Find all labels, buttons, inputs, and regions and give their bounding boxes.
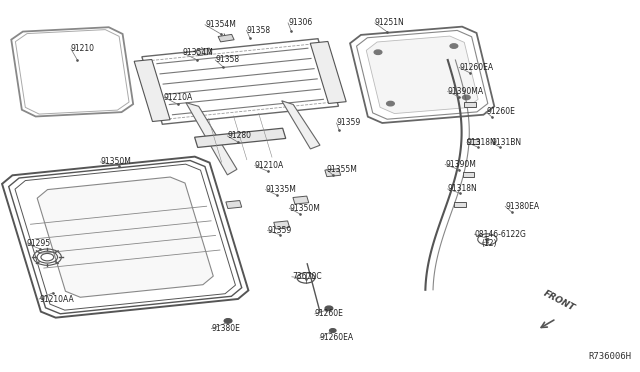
- Polygon shape: [293, 196, 308, 204]
- Circle shape: [374, 50, 382, 54]
- Polygon shape: [325, 169, 340, 177]
- Text: 91210: 91210: [71, 44, 95, 53]
- Polygon shape: [218, 34, 234, 42]
- Text: 91335M: 91335M: [266, 185, 296, 194]
- Circle shape: [325, 306, 333, 311]
- Text: R736006H: R736006H: [589, 352, 632, 361]
- Text: 91280: 91280: [227, 131, 252, 141]
- Text: 91380E: 91380E: [211, 324, 240, 333]
- Text: 91358: 91358: [215, 55, 239, 64]
- Text: 91359: 91359: [268, 226, 292, 235]
- Text: 91318N: 91318N: [467, 138, 497, 147]
- Text: 91295: 91295: [26, 239, 51, 248]
- Text: 91350M: 91350M: [289, 204, 320, 213]
- Polygon shape: [282, 101, 320, 149]
- Text: 91306: 91306: [288, 19, 312, 28]
- Text: FRONT: FRONT: [541, 289, 576, 313]
- Polygon shape: [454, 202, 466, 207]
- Polygon shape: [37, 177, 213, 297]
- Text: 91390M: 91390M: [445, 160, 476, 169]
- Polygon shape: [464, 102, 476, 107]
- Circle shape: [450, 44, 458, 48]
- Text: 91390MA: 91390MA: [448, 87, 484, 96]
- Text: 91251N: 91251N: [375, 19, 404, 28]
- Polygon shape: [134, 60, 170, 122]
- Circle shape: [224, 319, 232, 323]
- Text: 91355M: 91355M: [326, 165, 357, 174]
- Polygon shape: [195, 128, 285, 147]
- Text: S: S: [485, 236, 490, 243]
- Polygon shape: [274, 221, 289, 229]
- Text: 91318N: 91318N: [448, 185, 477, 193]
- Polygon shape: [467, 139, 479, 144]
- Polygon shape: [186, 103, 237, 175]
- Polygon shape: [463, 172, 474, 177]
- Text: 91210AA: 91210AA: [39, 295, 74, 304]
- Circle shape: [387, 102, 394, 106]
- Text: 91358: 91358: [246, 26, 271, 35]
- Text: 91260EA: 91260EA: [460, 63, 493, 72]
- Circle shape: [463, 95, 470, 100]
- Polygon shape: [366, 36, 478, 113]
- Text: (12): (12): [481, 239, 497, 248]
- Polygon shape: [226, 201, 242, 209]
- Text: 91354M: 91354M: [182, 48, 213, 57]
- Text: 91260E: 91260E: [486, 108, 515, 116]
- Polygon shape: [196, 48, 212, 55]
- Text: 91210A: 91210A: [255, 161, 284, 170]
- Text: 73670C: 73670C: [292, 272, 321, 281]
- Circle shape: [330, 329, 336, 333]
- Text: 9131BN: 9131BN: [491, 138, 521, 147]
- Text: 91359: 91359: [337, 119, 361, 128]
- Text: 91350M: 91350M: [100, 157, 131, 166]
- Text: 91260EA: 91260EA: [320, 333, 354, 343]
- Text: 91210A: 91210A: [164, 93, 193, 102]
- Polygon shape: [310, 41, 346, 103]
- Text: 91380EA: 91380EA: [505, 202, 540, 211]
- Text: 91260E: 91260E: [315, 310, 344, 318]
- Text: 91354M: 91354M: [205, 20, 236, 29]
- Text: 08146-6122G: 08146-6122G: [474, 230, 527, 239]
